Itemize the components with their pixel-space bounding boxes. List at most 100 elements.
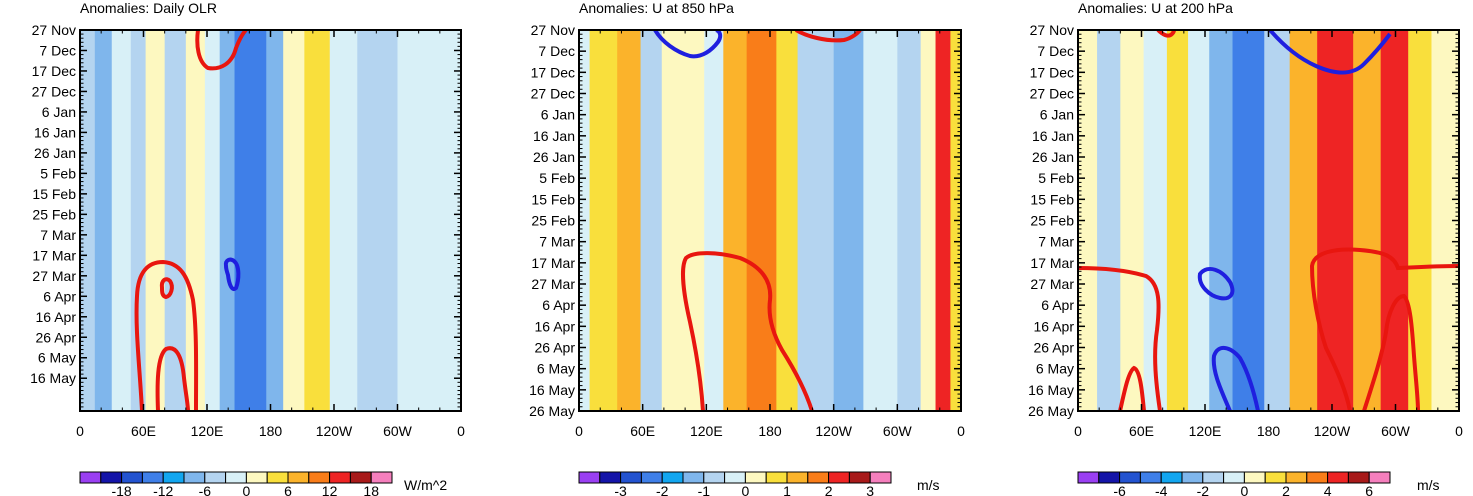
heatmap-olr bbox=[80, 30, 461, 411]
x-tick-label: 120W bbox=[316, 423, 353, 439]
colorbar-u850: -3 -2 -1 0 1 2 3 bbox=[578, 471, 892, 496]
panel-u850: Anomalies: U at 850 hPa 27 Nov 7 Dec 17 De… bbox=[529, 0, 965, 496]
colorbar-label: -1 bbox=[698, 483, 711, 496]
y-tick-label: 5 Feb bbox=[539, 170, 575, 186]
colorbar-swatch bbox=[1202, 471, 1225, 484]
contour-positive bbox=[134, 259, 199, 411]
contour-positive bbox=[681, 251, 814, 411]
colorbar-label: -18 bbox=[111, 483, 131, 496]
y-tick-label: 27 Nov bbox=[531, 22, 575, 38]
y-tick-label: 26 May bbox=[529, 403, 575, 419]
colorbar-label: -6 bbox=[1113, 483, 1126, 496]
colorbar-swatch bbox=[79, 471, 102, 484]
heatmap-band bbox=[797, 30, 835, 411]
x-tick-label: 0 bbox=[1074, 423, 1082, 439]
colorbar-swatch bbox=[807, 471, 830, 484]
y-axis: 27 Nov 7 Dec 17 Dec 27 Dec 6 Jan 16 Jan 26 Jan… bbox=[30, 22, 461, 408]
y-tick-label: 27 Dec bbox=[32, 83, 76, 99]
y-tick-label: 6 Jan bbox=[1040, 107, 1074, 123]
colorbar-swatch bbox=[1098, 471, 1121, 484]
heatmap-band bbox=[1120, 30, 1145, 411]
heatmap-band bbox=[935, 30, 951, 411]
y-tick-label: 27 Nov bbox=[1030, 22, 1074, 38]
y-tick-label: 6 May bbox=[38, 350, 76, 366]
colorbar-swatch bbox=[724, 471, 746, 484]
y-tick-label: 6 Apr bbox=[1041, 297, 1074, 313]
x-axis: 0 60E 120E 180 120W 60W 0 bbox=[575, 30, 965, 439]
heatmap-band bbox=[1264, 30, 1291, 411]
colorbar-swatch bbox=[786, 471, 809, 484]
heatmap-band bbox=[661, 30, 682, 411]
colorbar-swatch bbox=[308, 471, 331, 484]
x-tick-label: 120E bbox=[690, 423, 723, 439]
y-tick-label: 16 Jan bbox=[533, 128, 575, 144]
colorbar-swatch bbox=[162, 471, 185, 484]
y-tick-label: 26 Jan bbox=[1032, 149, 1074, 165]
y-tick-label: 6 Apr bbox=[43, 288, 76, 304]
y-tick-label: 27 Dec bbox=[531, 86, 575, 102]
heatmap-band bbox=[219, 30, 236, 411]
colorbar-units: W/m^2 bbox=[404, 477, 447, 493]
colorbar-swatch bbox=[765, 471, 788, 484]
colorbar-swatch bbox=[141, 471, 164, 484]
heatmap-band bbox=[234, 30, 267, 411]
x-tick-label: 0 bbox=[575, 423, 583, 439]
y-tick-label: 26 Apr bbox=[1034, 340, 1075, 356]
heatmap-band bbox=[329, 30, 358, 411]
colorbar-swatch bbox=[245, 471, 268, 484]
heatmap-band bbox=[723, 30, 748, 411]
y-tick-label: 7 Mar bbox=[1038, 234, 1074, 250]
y-tick-label: 16 Apr bbox=[535, 318, 576, 334]
x-tick-label: 60E bbox=[131, 423, 156, 439]
panel-title: Anomalies: U at 200 hPa bbox=[1078, 0, 1233, 16]
colorbar-label: -3 bbox=[614, 483, 627, 496]
y-tick-label: 6 Apr bbox=[542, 297, 575, 313]
heatmap-band bbox=[1078, 30, 1098, 411]
colorbar-swatch bbox=[1139, 471, 1162, 484]
colorbar-swatch bbox=[266, 471, 289, 484]
colorbar-label: 12 bbox=[322, 483, 338, 496]
x-tick-label: 60W bbox=[883, 423, 913, 439]
y-tick-label: 26 Apr bbox=[535, 340, 576, 356]
x-tick-label: 60E bbox=[1129, 423, 1154, 439]
y-tick-label: 16 May bbox=[30, 370, 76, 386]
colorbar-swatch bbox=[578, 471, 601, 484]
y-tick-label: 15 Feb bbox=[32, 186, 76, 202]
colorbar-swatch bbox=[1285, 471, 1308, 484]
colorbar-u200: -6 -4 -2 0 2 4 6 bbox=[1077, 471, 1391, 496]
colorbar-swatch bbox=[703, 471, 726, 484]
y-tick-label: 16 Jan bbox=[1032, 128, 1074, 144]
colorbar-swatch bbox=[828, 471, 850, 484]
colorbar-swatch bbox=[1327, 471, 1349, 484]
colorbar-label: 4 bbox=[1324, 483, 1332, 496]
colorbar-swatch bbox=[1264, 471, 1287, 484]
heatmap-u850 bbox=[579, 30, 961, 411]
contour-positive bbox=[1078, 266, 1162, 411]
y-tick-label: 6 Jan bbox=[541, 107, 575, 123]
contour-negative bbox=[1211, 346, 1260, 411]
x-tick-label: 0 bbox=[76, 423, 84, 439]
heatmap-band bbox=[204, 30, 221, 411]
heatmap-band bbox=[589, 30, 618, 411]
colorbar-label: -6 bbox=[199, 483, 212, 496]
y-tick-label: 17 Dec bbox=[1030, 64, 1074, 80]
colorbar-swatch bbox=[225, 471, 247, 484]
colorbar-units: m/s bbox=[1417, 477, 1440, 493]
colorbar-label: -4 bbox=[1155, 483, 1168, 496]
colorbar-swatch bbox=[661, 471, 684, 484]
heatmap-band bbox=[704, 30, 724, 411]
colorbar-label: 3 bbox=[866, 483, 874, 496]
y-tick-label: 16 Jan bbox=[34, 124, 76, 140]
x-axis: 0 60E 120E 180 120W 60W 0 bbox=[1074, 30, 1463, 439]
heatmap-band bbox=[130, 30, 147, 411]
heatmap-band bbox=[1166, 30, 1189, 411]
contours-u850 bbox=[653, 30, 862, 411]
colorbar-label: 2 bbox=[1282, 483, 1290, 496]
contours-u200 bbox=[1078, 30, 1459, 411]
heatmap-band bbox=[1380, 30, 1409, 411]
heatmap-band bbox=[1317, 30, 1354, 411]
heatmap-band bbox=[145, 30, 166, 411]
contour-positive bbox=[159, 277, 174, 300]
